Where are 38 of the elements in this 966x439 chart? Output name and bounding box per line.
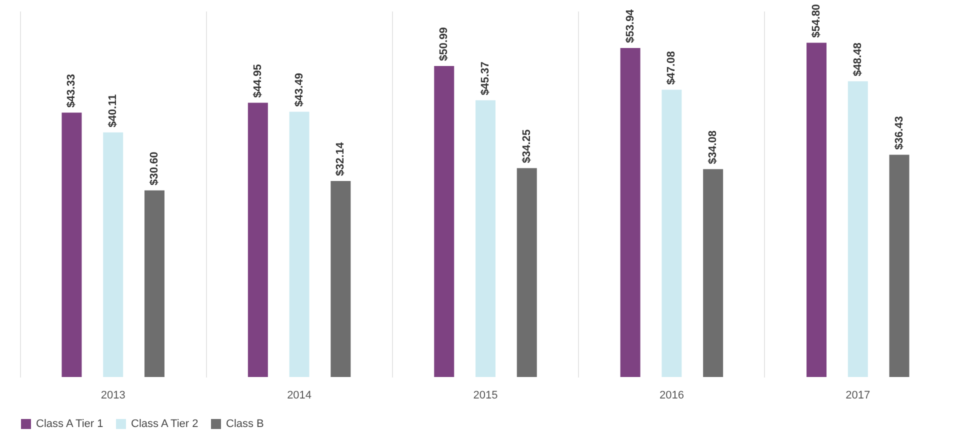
data-label: $48.48 <box>852 42 864 76</box>
bar <box>703 169 724 377</box>
bar <box>516 168 537 377</box>
x-tick-label: 2014 <box>287 390 312 402</box>
data-label: $53.94 <box>624 8 636 43</box>
data-label: $43.33 <box>66 74 78 108</box>
data-label: $44.95 <box>252 64 264 98</box>
data-label: $50.99 <box>438 27 450 61</box>
bar <box>289 112 310 377</box>
bar <box>889 154 910 377</box>
data-label: $45.37 <box>480 62 492 96</box>
x-tick-label: 2013 <box>100 390 126 402</box>
legend-label: Class A Tier 2 <box>131 418 198 430</box>
data-label: $36.43 <box>893 116 906 150</box>
x-tick-label: 2017 <box>846 390 870 402</box>
data-label: $43.49 <box>293 73 306 107</box>
bar <box>806 42 827 377</box>
data-label: $30.60 <box>148 152 160 186</box>
data-label: $32.14 <box>334 141 347 176</box>
bar <box>144 190 164 377</box>
bar <box>248 102 268 377</box>
bar <box>62 112 82 377</box>
data-label: $34.25 <box>520 129 533 164</box>
x-tick-label: 2016 <box>659 390 684 402</box>
bar <box>103 132 124 377</box>
bar <box>848 81 868 377</box>
bar <box>476 100 496 377</box>
x-tick-label: 2015 <box>473 390 498 402</box>
data-label: $34.08 <box>707 130 720 164</box>
data-label: $54.80 <box>810 4 823 38</box>
bar <box>620 48 640 377</box>
legend-label: Class B <box>226 418 264 430</box>
bar <box>662 90 682 377</box>
legend-label: Class A Tier 1 <box>36 418 104 430</box>
bar <box>330 180 351 377</box>
bar <box>434 66 454 377</box>
data-label: $40.11 <box>107 94 120 128</box>
data-label: $47.08 <box>666 51 678 85</box>
